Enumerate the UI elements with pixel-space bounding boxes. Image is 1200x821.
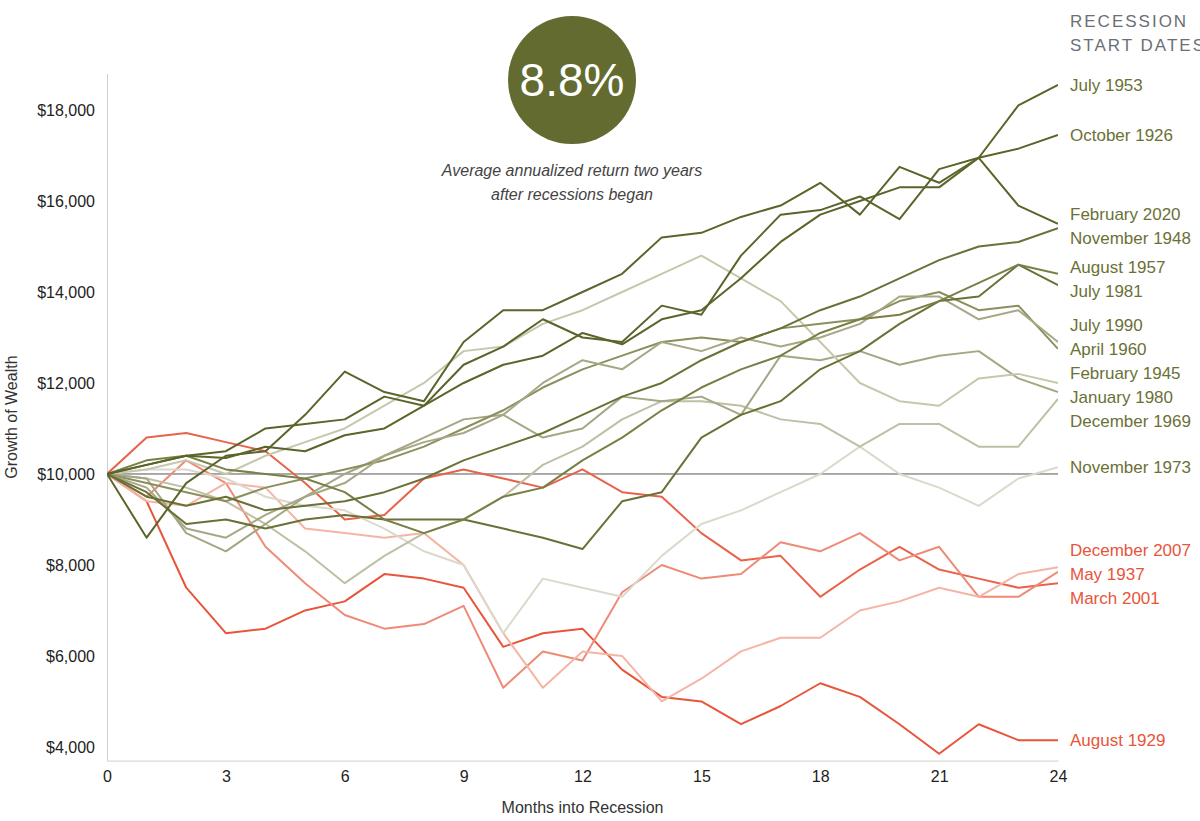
y-tick: $16,000 xyxy=(37,193,107,210)
series-label: May 1937 xyxy=(1070,565,1145,584)
x-axis: 0 3 6 9 12 15 18 21 24 xyxy=(103,761,1067,785)
headline-caption: Average annualized return two years xyxy=(441,162,702,179)
x-tick-label: 3 xyxy=(222,768,231,785)
series-line xyxy=(107,256,1058,474)
series-label: July 1953 xyxy=(1070,76,1143,95)
y-tick: $12,000 xyxy=(37,375,107,392)
series-label: October 1926 xyxy=(1070,126,1173,145)
series-label: August 1929 xyxy=(1070,731,1165,750)
x-tick: 9 xyxy=(460,761,469,785)
x-tick: 18 xyxy=(812,761,830,785)
x-tick-label: 24 xyxy=(1050,768,1068,785)
y-axis: $4,000 $6,000 $8,000 $10,000 $12,000 $14,000 $… xyxy=(37,74,107,761)
series-label: December 2007 xyxy=(1070,541,1191,560)
legend-title-line: START DATES xyxy=(1070,36,1200,55)
y-tick: $14,000 xyxy=(37,284,107,301)
series-line xyxy=(107,399,1058,583)
y-tick: $6,000 xyxy=(46,648,107,665)
series-label: January 1980 xyxy=(1070,388,1173,407)
headline: 8.8% xyxy=(520,54,625,106)
x-tick-label: 15 xyxy=(693,768,711,785)
y-axis-line xyxy=(107,74,108,761)
series-line xyxy=(107,447,1058,634)
y-tick: $10,000 xyxy=(37,466,107,483)
series-label: February 1945 xyxy=(1070,364,1181,383)
y-tick-label: $12,000 xyxy=(37,375,95,392)
legend-title: RECESSION START DATES xyxy=(1070,12,1200,55)
headline-caption: after recessions began xyxy=(491,186,653,203)
y-tick-label: $10,000 xyxy=(37,466,95,483)
y-tick: $4,000 xyxy=(46,739,107,756)
x-axis-title: Months into Recession xyxy=(502,799,664,816)
x-axis-line xyxy=(108,761,1059,762)
y-tick: $18,000 xyxy=(37,102,107,119)
plot-area xyxy=(107,85,1058,754)
chart: $4,000 $6,000 $8,000 $10,000 $12,000 $14,000 $… xyxy=(0,0,1200,821)
y-tick-label: $8,000 xyxy=(46,557,95,574)
y-tick-label: $18,000 xyxy=(37,102,95,119)
x-tick: 12 xyxy=(574,761,592,785)
baseline xyxy=(107,473,1058,474)
series-line xyxy=(107,265,1058,533)
y-axis-title: Growth of Wealth xyxy=(3,355,20,478)
x-tick: 3 xyxy=(222,761,231,785)
x-tick: 6 xyxy=(341,761,350,785)
x-tick-label: 12 xyxy=(574,768,592,785)
series-label: March 2001 xyxy=(1070,589,1160,608)
x-tick: 15 xyxy=(693,761,711,785)
series-label: July 1990 xyxy=(1070,316,1143,335)
legend-title-line: RECESSION xyxy=(1070,12,1188,31)
x-tick-label: 0 xyxy=(103,768,112,785)
y-tick-label: $6,000 xyxy=(46,648,95,665)
x-tick: 21 xyxy=(931,761,949,785)
y-tick-label: $4,000 xyxy=(46,739,95,756)
series-line xyxy=(107,460,1058,687)
series-label: February 2020 xyxy=(1070,205,1181,224)
x-tick-label: 6 xyxy=(341,768,350,785)
series-line xyxy=(107,228,1058,510)
x-tick: 24 xyxy=(1050,761,1068,785)
x-tick-label: 9 xyxy=(460,768,469,785)
series-label: November 1973 xyxy=(1070,458,1191,477)
series-line xyxy=(107,292,1058,501)
series-line xyxy=(107,265,1058,549)
series-label: August 1957 xyxy=(1070,258,1165,277)
x-tick-label: 18 xyxy=(812,768,830,785)
y-tick: $8,000 xyxy=(46,557,107,574)
series-line xyxy=(107,85,1058,474)
series-label: July 1981 xyxy=(1070,282,1143,301)
y-tick-label: $16,000 xyxy=(37,193,95,210)
x-tick: 0 xyxy=(103,761,112,785)
series-label: April 1960 xyxy=(1070,340,1147,359)
y-tick-label: $14,000 xyxy=(37,284,95,301)
series-line xyxy=(107,135,1058,474)
series-labels: July 1953 October 1926 February 2020 Novemb… xyxy=(1070,76,1191,750)
x-tick-label: 21 xyxy=(931,768,949,785)
series-label: December 1969 xyxy=(1070,412,1191,431)
headline-badge xyxy=(508,16,636,144)
series-label: November 1948 xyxy=(1070,229,1191,248)
series-line xyxy=(107,158,1058,538)
